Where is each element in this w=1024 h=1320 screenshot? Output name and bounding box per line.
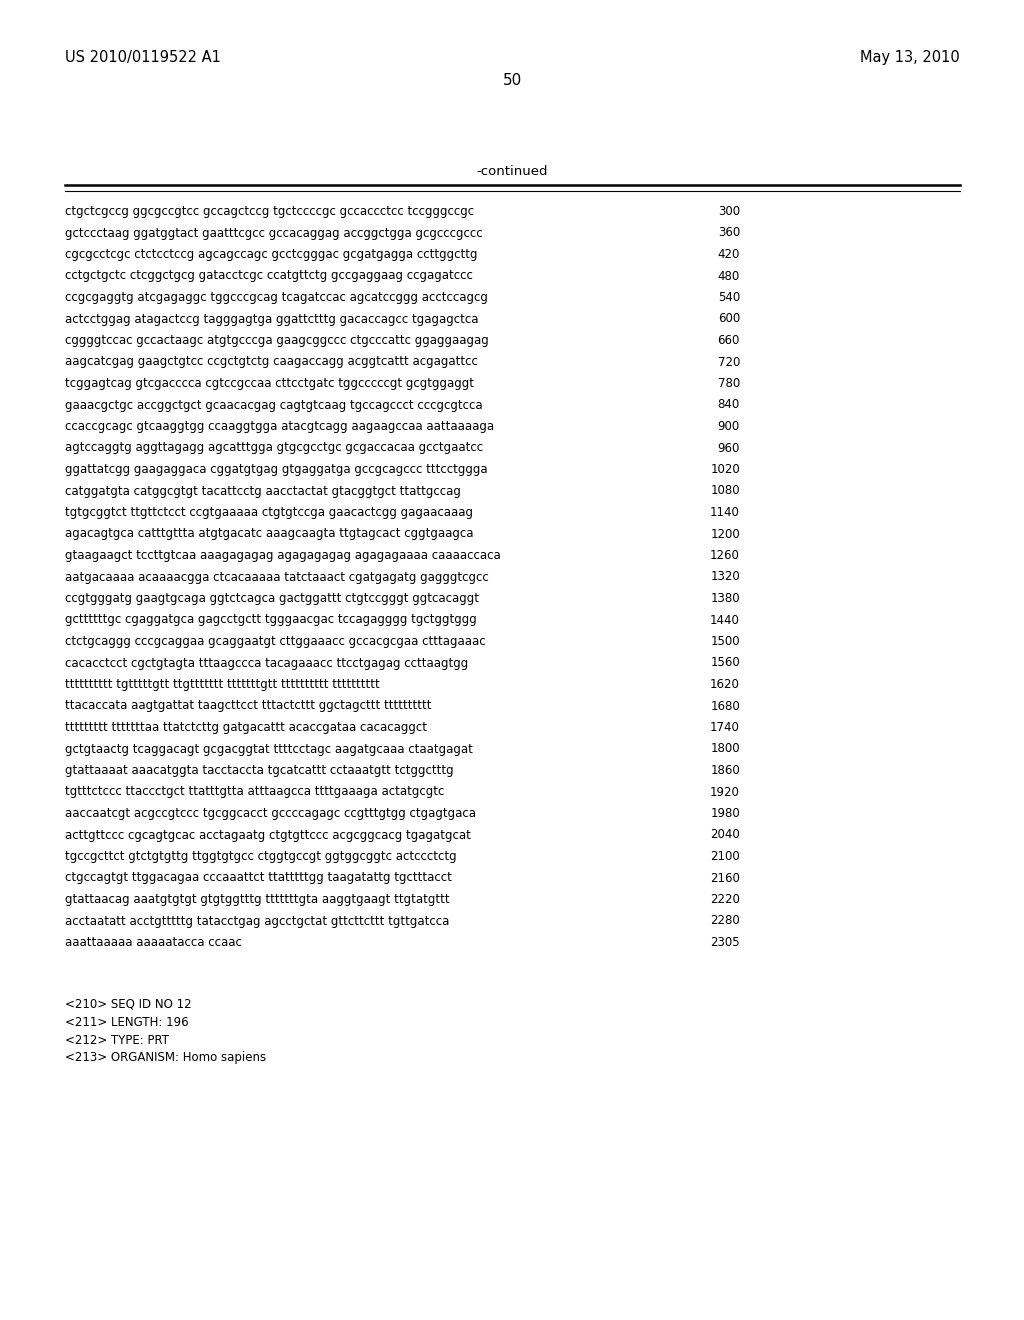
- Text: agtccaggtg aggttagagg agcatttgga gtgcgcctgc gcgaccacaa gcctgaatcc: agtccaggtg aggttagagg agcatttgga gtgcgcc…: [65, 441, 483, 454]
- Text: 1680: 1680: [711, 700, 740, 713]
- Text: gctgtaactg tcaggacagt gcgacggtat ttttcctagc aagatgcaaa ctaatgagat: gctgtaactg tcaggacagt gcgacggtat ttttcct…: [65, 742, 473, 755]
- Text: 360: 360: [718, 227, 740, 239]
- Text: -continued: -continued: [476, 165, 548, 178]
- Text: 900: 900: [718, 420, 740, 433]
- Text: 1740: 1740: [710, 721, 740, 734]
- Text: aaattaaaaa aaaaatacca ccaac: aaattaaaaa aaaaatacca ccaac: [65, 936, 242, 949]
- Text: <210> SEQ ID NO 12: <210> SEQ ID NO 12: [65, 998, 191, 1011]
- Text: 1080: 1080: [711, 484, 740, 498]
- Text: gtattaaaat aaacatggta tacctaccta tgcatcattt cctaaatgtt tctggctttg: gtattaaaat aaacatggta tacctaccta tgcatca…: [65, 764, 454, 777]
- Text: 1980: 1980: [711, 807, 740, 820]
- Text: 2305: 2305: [711, 936, 740, 949]
- Text: actcctggag atagactccg tagggagtga ggattctttg gacaccagcc tgagagctca: actcctggag atagactccg tagggagtga ggattct…: [65, 313, 478, 326]
- Text: 2220: 2220: [710, 894, 740, 906]
- Text: cacacctcct cgctgtagta tttaagccca tacagaaacc ttcctgagag ccttaagtgg: cacacctcct cgctgtagta tttaagccca tacagaa…: [65, 656, 468, 669]
- Text: 660: 660: [718, 334, 740, 347]
- Text: gcttttttgc cgaggatgca gagcctgctt tgggaacgac tccagagggg tgctggtggg: gcttttttgc cgaggatgca gagcctgctt tgggaac…: [65, 614, 477, 627]
- Text: 540: 540: [718, 290, 740, 304]
- Text: ccaccgcagc gtcaaggtgg ccaaggtgga atacgtcagg aagaagccaa aattaaaaga: ccaccgcagc gtcaaggtgg ccaaggtgga atacgtc…: [65, 420, 495, 433]
- Text: catggatgta catggcgtgt tacattcctg aacctactat gtacggtgct ttattgccag: catggatgta catggcgtgt tacattcctg aacctac…: [65, 484, 461, 498]
- Text: US 2010/0119522 A1: US 2010/0119522 A1: [65, 50, 221, 65]
- Text: 480: 480: [718, 269, 740, 282]
- Text: 1440: 1440: [710, 614, 740, 627]
- Text: tgccgcttct gtctgtgttg ttggtgtgcc ctggtgccgt ggtggcggtc actccctctg: tgccgcttct gtctgtgttg ttggtgtgcc ctggtgc…: [65, 850, 457, 863]
- Text: <213> ORGANISM: Homo sapiens: <213> ORGANISM: Homo sapiens: [65, 1052, 266, 1064]
- Text: ctgccagtgt ttggacagaa cccaaattct ttatttttgg taagatattg tgctttacct: ctgccagtgt ttggacagaa cccaaattct ttatttt…: [65, 871, 452, 884]
- Text: May 13, 2010: May 13, 2010: [860, 50, 961, 65]
- Text: 50: 50: [503, 73, 521, 88]
- Text: 420: 420: [718, 248, 740, 261]
- Text: tttttttttt tgtttttgtt ttgttttttt tttttttgtt tttttttttt tttttttttt: tttttttttt tgtttttgtt ttgttttttt ttttttt…: [65, 678, 380, 690]
- Text: ttttttttt tttttttaa ttatctcttg gatgacattt acaccgataa cacacaggct: ttttttttt tttttttaa ttatctcttg gatgacatt…: [65, 721, 427, 734]
- Text: gtaagaagct tccttgtcaa aaagagagag agagagagag agagagaaaa caaaaccaca: gtaagaagct tccttgtcaa aaagagagag agagaga…: [65, 549, 501, 562]
- Text: gaaacgctgc accggctgct gcaacacgag cagtgtcaag tgccagccct cccgcgtcca: gaaacgctgc accggctgct gcaacacgag cagtgtc…: [65, 399, 482, 412]
- Text: ctgctcgccg ggcgccgtcc gccagctccg tgctccccgc gccaccctcc tccgggccgc: ctgctcgccg ggcgccgtcc gccagctccg tgctccc…: [65, 205, 474, 218]
- Text: 1320: 1320: [711, 570, 740, 583]
- Text: 1380: 1380: [711, 591, 740, 605]
- Text: 2280: 2280: [711, 915, 740, 928]
- Text: <212> TYPE: PRT: <212> TYPE: PRT: [65, 1034, 169, 1047]
- Text: gtattaacag aaatgtgtgt gtgtggtttg tttttttgta aaggtgaagt ttgtatgttt: gtattaacag aaatgtgtgt gtgtggtttg ttttttt…: [65, 894, 450, 906]
- Text: agacagtgca catttgttta atgtgacatc aaagcaagta ttgtagcact cggtgaagca: agacagtgca catttgttta atgtgacatc aaagcaa…: [65, 528, 473, 540]
- Text: 2100: 2100: [711, 850, 740, 863]
- Text: 1560: 1560: [711, 656, 740, 669]
- Text: 780: 780: [718, 378, 740, 389]
- Text: <211> LENGTH: 196: <211> LENGTH: 196: [65, 1015, 188, 1028]
- Text: 1800: 1800: [711, 742, 740, 755]
- Text: 960: 960: [718, 441, 740, 454]
- Text: 840: 840: [718, 399, 740, 412]
- Text: acttgttccc cgcagtgcac acctagaatg ctgtgttccc acgcggcacg tgagatgcat: acttgttccc cgcagtgcac acctagaatg ctgtgtt…: [65, 829, 471, 842]
- Text: cgcgcctcgc ctctcctccg agcagccagc gcctcgggac gcgatgagga ccttggcttg: cgcgcctcgc ctctcctccg agcagccagc gcctcgg…: [65, 248, 477, 261]
- Text: 1200: 1200: [711, 528, 740, 540]
- Text: tgtttctccc ttaccctgct ttatttgtta atttaagcca ttttgaaaga actatgcgtc: tgtttctccc ttaccctgct ttatttgtta atttaag…: [65, 785, 444, 799]
- Text: ccgcgaggtg atcgagaggc tggcccgcag tcagatccac agcatccggg acctccagcg: ccgcgaggtg atcgagaggc tggcccgcag tcagatc…: [65, 290, 487, 304]
- Text: ttacaccata aagtgattat taagcttcct tttactcttt ggctagcttt tttttttttt: ttacaccata aagtgattat taagcttcct tttactc…: [65, 700, 431, 713]
- Text: aagcatcgag gaagctgtcc ccgctgtctg caagaccagg acggtcattt acgagattcc: aagcatcgag gaagctgtcc ccgctgtctg caagacc…: [65, 355, 478, 368]
- Text: cggggtccac gccactaagc atgtgcccga gaagcggccc ctgcccattc ggaggaagag: cggggtccac gccactaagc atgtgcccga gaagcgg…: [65, 334, 488, 347]
- Text: 1260: 1260: [710, 549, 740, 562]
- Text: 2040: 2040: [711, 829, 740, 842]
- Text: acctaatatt acctgtttttg tatacctgag agcctgctat gttcttcttt tgttgatcca: acctaatatt acctgtttttg tatacctgag agcctg…: [65, 915, 450, 928]
- Text: 300: 300: [718, 205, 740, 218]
- Text: tgtgcggtct ttgttctcct ccgtgaaaaa ctgtgtccga gaacactcgg gagaacaaag: tgtgcggtct ttgttctcct ccgtgaaaaa ctgtgtc…: [65, 506, 473, 519]
- Text: ccgtgggatg gaagtgcaga ggtctcagca gactggattt ctgtccgggt ggtcacaggt: ccgtgggatg gaagtgcaga ggtctcagca gactgga…: [65, 591, 479, 605]
- Text: ctctgcaggg cccgcaggaa gcaggaatgt cttggaaacc gccacgcgaa ctttagaaac: ctctgcaggg cccgcaggaa gcaggaatgt cttggaa…: [65, 635, 485, 648]
- Text: cctgctgctc ctcggctgcg gatacctcgc ccatgttctg gccgaggaag ccgagatccc: cctgctgctc ctcggctgcg gatacctcgc ccatgtt…: [65, 269, 473, 282]
- Text: 1920: 1920: [710, 785, 740, 799]
- Text: 2160: 2160: [710, 871, 740, 884]
- Text: aaccaatcgt acgccgtccc tgcggcacct gccccagagc ccgtttgtgg ctgagtgaca: aaccaatcgt acgccgtccc tgcggcacct gccccag…: [65, 807, 476, 820]
- Text: 1140: 1140: [710, 506, 740, 519]
- Text: aatgacaaaa acaaaacgga ctcacaaaaa tatctaaact cgatgagatg gagggtcgcc: aatgacaaaa acaaaacgga ctcacaaaaa tatctaa…: [65, 570, 488, 583]
- Text: gctccctaag ggatggtact gaatttcgcc gccacaggag accggctgga gcgcccgccc: gctccctaag ggatggtact gaatttcgcc gccacag…: [65, 227, 482, 239]
- Text: 1860: 1860: [711, 764, 740, 777]
- Text: 1620: 1620: [710, 678, 740, 690]
- Text: 720: 720: [718, 355, 740, 368]
- Text: 1500: 1500: [711, 635, 740, 648]
- Text: 600: 600: [718, 313, 740, 326]
- Text: ggattatcgg gaagaggaca cggatgtgag gtgaggatga gccgcagccc tttcctggga: ggattatcgg gaagaggaca cggatgtgag gtgagga…: [65, 463, 487, 477]
- Text: 1020: 1020: [711, 463, 740, 477]
- Text: tcggagtcag gtcgacccca cgtccgccaa cttcctgatc tggcccccgt gcgtggaggt: tcggagtcag gtcgacccca cgtccgccaa cttcctg…: [65, 378, 474, 389]
